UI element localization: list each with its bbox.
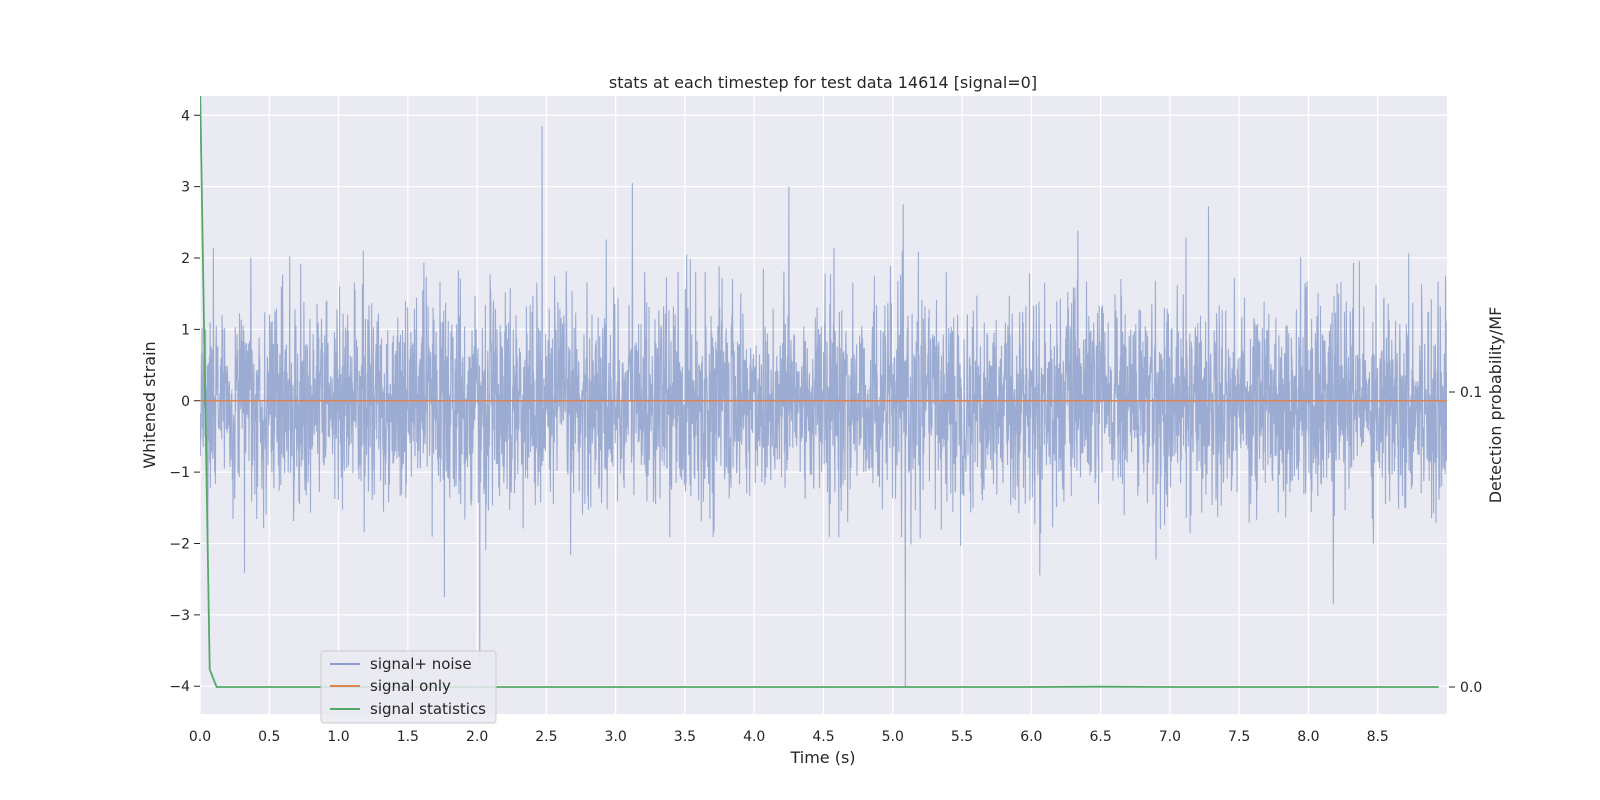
y-tick-label: −3 — [169, 608, 190, 624]
x-tick-label: 4.5 — [812, 729, 834, 745]
legend-label-signal-only: signal only — [370, 677, 451, 695]
legend-label-signal-statistics: signal statistics — [370, 700, 486, 718]
y2-tick-label: 0.0 — [1460, 680, 1482, 696]
x-tick-label: 6.0 — [1020, 729, 1042, 745]
y-tick-label: 3 — [181, 180, 190, 196]
y-tick-label: 2 — [181, 251, 190, 267]
y2-tick-label: 0.1 — [1460, 385, 1482, 401]
legend-box — [320, 650, 497, 724]
x-tick-label: 0.0 — [189, 729, 211, 745]
x-tick-label: 0.5 — [258, 729, 280, 745]
y-tick-label: −1 — [169, 465, 190, 481]
x-tick-label: 2.0 — [466, 729, 488, 745]
x-tick-label: 3.0 — [605, 729, 627, 745]
y-axis-label: Whitened strain — [140, 341, 159, 468]
y-axis-ticks: 4 3 2 1 0 −1 −2 −3 −4 — [169, 108, 200, 695]
noise-line — [200, 125, 1447, 687]
x-axis-label: Time (s) — [789, 748, 855, 767]
x-tick-label: 3.5 — [674, 729, 696, 745]
signal-statistics-line — [200, 96, 1439, 688]
y-tick-label: −2 — [169, 536, 190, 552]
x-tick-label: 8.5 — [1367, 729, 1389, 745]
y-tick-label: 1 — [181, 322, 190, 338]
x-tick-label: 8.0 — [1297, 729, 1319, 745]
series-signal-plus-noise — [200, 125, 1447, 687]
x-tick-label: 5.0 — [882, 729, 904, 745]
x-tick-label: 1.5 — [397, 729, 419, 745]
series-signal-statistics — [200, 96, 1439, 688]
x-tick-label: 5.5 — [951, 729, 973, 745]
x-tick-label: 1.0 — [327, 729, 349, 745]
y2-axis-label: Detection probability/MF — [1486, 307, 1505, 504]
y2-axis-ticks: 0.1 0.0 — [1449, 385, 1482, 696]
x-tick-label: 6.5 — [1089, 729, 1111, 745]
legend-label-signal-plus-noise: signal+ noise — [370, 655, 472, 673]
x-tick-label: 2.5 — [535, 729, 557, 745]
y-tick-label: 4 — [181, 108, 190, 124]
x-tick-label: 4.0 — [743, 729, 765, 745]
x-tick-label: 7.0 — [1159, 729, 1181, 745]
y-tick-label: 0 — [181, 394, 190, 410]
x-tick-label: 7.5 — [1228, 729, 1250, 745]
x-axis-ticks: 0.0 0.5 1.0 1.5 2.0 2.5 3.0 3.5 4.0 4.5 5.0 5.5 6.0 6… — [189, 729, 1389, 745]
legend: signal+ noise signal only signal statist… — [320, 650, 497, 724]
y-tick-label: −4 — [169, 679, 190, 695]
chart-title: stats at each timestep for test data 146… — [609, 73, 1037, 92]
